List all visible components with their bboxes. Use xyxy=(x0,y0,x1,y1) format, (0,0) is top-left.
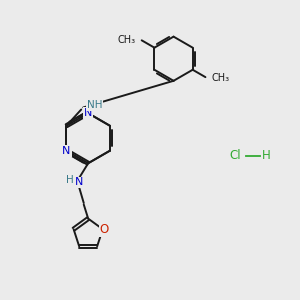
Text: H: H xyxy=(66,175,74,185)
Text: N: N xyxy=(75,177,83,188)
Text: N: N xyxy=(62,146,71,156)
Text: Cl: Cl xyxy=(230,149,241,162)
Text: NH: NH xyxy=(87,100,103,110)
Text: O: O xyxy=(100,223,109,236)
Text: CH₃: CH₃ xyxy=(212,73,230,83)
Text: H: H xyxy=(262,149,271,162)
Text: CH₃: CH₃ xyxy=(117,34,135,45)
Text: N: N xyxy=(84,108,92,118)
